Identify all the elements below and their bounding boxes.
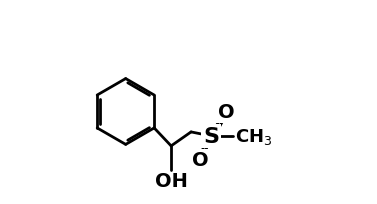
Text: S: S xyxy=(203,126,219,146)
Text: CH$_3$: CH$_3$ xyxy=(235,126,272,146)
Text: OH: OH xyxy=(155,171,188,190)
Text: O: O xyxy=(218,103,234,122)
Text: O: O xyxy=(192,151,208,170)
